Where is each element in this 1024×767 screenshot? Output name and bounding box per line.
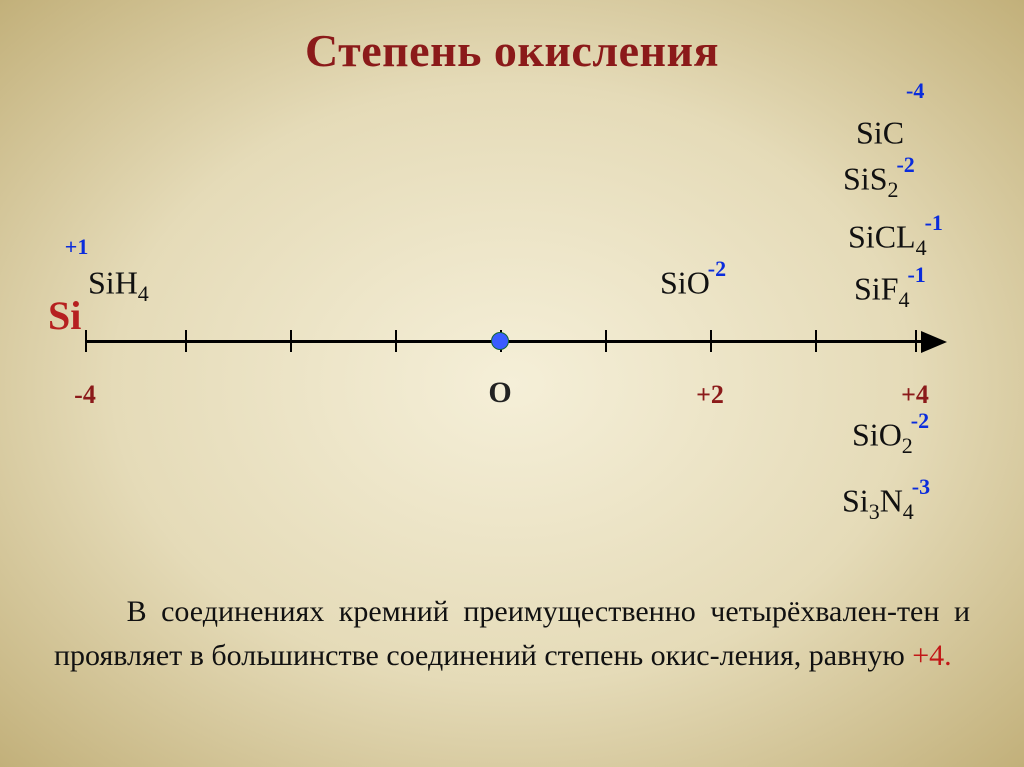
compound-base: SiF bbox=[854, 271, 898, 307]
slide-root: Степень окисления Si О В соединениях кре… bbox=[0, 0, 1024, 767]
number-line bbox=[85, 320, 965, 360]
compound-subscript: 4 bbox=[898, 287, 909, 312]
oxidation-state: -2 bbox=[896, 152, 914, 177]
compound-base: SiO bbox=[852, 417, 902, 453]
compound-base: SiH bbox=[88, 265, 138, 301]
axis-tick bbox=[290, 330, 292, 352]
axis-tick bbox=[395, 330, 397, 352]
compound-base: SiC bbox=[856, 115, 904, 151]
compound-sih4: SiH4+1 bbox=[88, 262, 172, 307]
compound-subscript: 4 bbox=[903, 499, 914, 524]
axis-zero-dot bbox=[491, 332, 509, 350]
bottom-paragraph: В соединениях кремний преимущественно че… bbox=[54, 590, 970, 677]
axis-tick bbox=[915, 330, 917, 352]
axis-tick bbox=[185, 330, 187, 352]
compound-mid: N bbox=[880, 483, 903, 519]
axis-zero-label: О bbox=[488, 376, 511, 410]
oxidation-state: -1 bbox=[925, 210, 943, 235]
compound-subscript: 4 bbox=[916, 235, 927, 260]
axis-label: -4 bbox=[74, 380, 96, 410]
oxidation-state: -2 bbox=[708, 256, 726, 281]
compound-base: SiS bbox=[843, 161, 887, 197]
slide-title: Степень окисления bbox=[0, 24, 1024, 77]
compound-subscript: 2 bbox=[887, 177, 898, 202]
axis-tick bbox=[85, 330, 87, 352]
oxidation-state: +1 bbox=[65, 234, 89, 259]
compound-sicl4: SiCL4-1 bbox=[848, 216, 945, 261]
bottom-text-pre: В соединениях кремний преимущественно че… bbox=[54, 595, 970, 672]
axis-tick bbox=[605, 330, 607, 352]
compound-sis2: SiS2-2 bbox=[843, 158, 917, 203]
axis-label: +2 bbox=[696, 380, 724, 410]
compound-sio: SiO-2 bbox=[660, 262, 728, 302]
compound-subscript: 4 bbox=[138, 281, 149, 306]
axis-tick bbox=[815, 330, 817, 352]
compound-sif4: SiF4-1 bbox=[854, 268, 928, 313]
compound-sio2: SiO2-2 bbox=[852, 414, 931, 459]
compound-base: SiCL bbox=[848, 219, 916, 255]
compound-base: SiO bbox=[660, 265, 710, 301]
oxidation-state: -4 bbox=[906, 78, 924, 103]
compound-base: Si bbox=[842, 483, 869, 519]
axis-tick bbox=[710, 330, 712, 352]
element-symbol: Si bbox=[48, 292, 81, 339]
axis-label: +4 bbox=[901, 380, 929, 410]
axis-arrow-icon bbox=[921, 331, 947, 353]
compound-si3n4: Si3N4-3 bbox=[842, 480, 932, 525]
oxidation-state: -1 bbox=[907, 262, 925, 287]
oxidation-state: -3 bbox=[912, 474, 930, 499]
compound-subscript: 2 bbox=[902, 433, 913, 458]
compound-sic: SiC-4 bbox=[856, 112, 922, 152]
compound-subscript: 3 bbox=[869, 499, 880, 524]
oxidation-state: -2 bbox=[911, 408, 929, 433]
bottom-text-value: +4. bbox=[912, 639, 951, 672]
